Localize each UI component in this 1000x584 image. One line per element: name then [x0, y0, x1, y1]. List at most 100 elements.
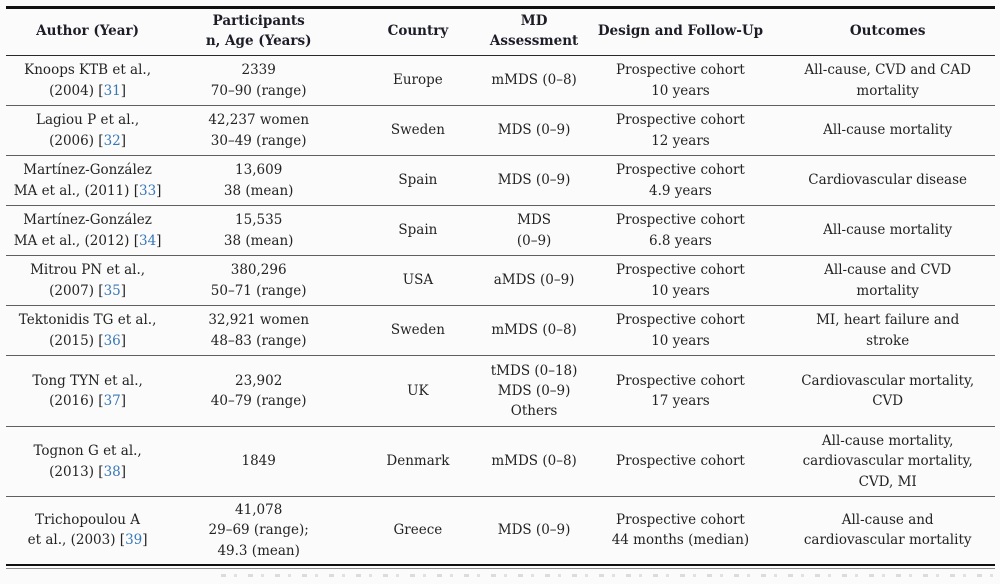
- design-cell: Prospective cohort 10 years: [580, 55, 781, 106]
- citation-bracket-open: [: [98, 282, 104, 299]
- table-row: Tognon G et al., (2013) [38] 1849 Denmar…: [6, 426, 995, 497]
- citation-link[interactable]: 36: [103, 332, 121, 349]
- design-cell: Prospective cohort 44 months (median): [580, 496, 781, 566]
- table-row: Martínez-González MA et al., (2012) [34]…: [6, 205, 995, 256]
- participants-cell: 42,237 women 30–49 (range): [169, 105, 349, 156]
- cutoff-footnote-fragment: [221, 573, 993, 577]
- citation: [35]: [98, 283, 126, 299]
- outcomes-cell: All-cause and CVD mortality: [780, 255, 995, 306]
- author-cell: Lagiou P et al., (2006) [32]: [6, 105, 170, 156]
- citation-bracket-close: ]: [156, 182, 162, 199]
- outcomes-cell: All-cause mortality, cardiovascular mort…: [780, 426, 995, 497]
- outcomes-cell: All-cause mortality: [780, 105, 995, 156]
- md-assessment-cell: MDS (0–9): [487, 105, 581, 156]
- author-text: Lagiou P et al., (2006): [36, 112, 140, 149]
- table-row: Tong TYN et al., (2016) [37] 23,902 40–7…: [6, 355, 995, 427]
- md-assessment-cell: MDS (0–9): [487, 155, 581, 206]
- citation: [33]: [134, 183, 162, 199]
- col-header-participants: Participants n, Age (Years): [169, 7, 349, 56]
- table-row: Trichopoulou A et al., (2003) [39] 41,07…: [6, 496, 995, 566]
- author-text: Trichopoulou A et al., (2003): [27, 512, 140, 549]
- design-cell: Prospective cohort 12 years: [580, 105, 781, 156]
- citation-bracket-close: ]: [120, 82, 127, 99]
- outcomes-cell: Cardiovascular disease: [780, 155, 995, 206]
- citation-bracket-close: ]: [120, 132, 127, 149]
- citation: [36]: [98, 333, 126, 349]
- design-cell: Prospective cohort 6.8 years: [580, 205, 781, 256]
- md-assessment-cell: mMDS (0–8): [487, 426, 581, 497]
- author-cell: Tognon G et al., (2013) [38]: [6, 426, 170, 497]
- citation-link[interactable]: 34: [138, 232, 157, 249]
- country-cell: Greece: [348, 496, 488, 566]
- outcomes-cell: All-cause mortality: [780, 205, 995, 256]
- participants-cell: 13,609 38 (mean): [169, 155, 349, 206]
- citation-bracket-close: ]: [120, 393, 127, 409]
- citation: [37]: [98, 393, 126, 409]
- author-cell: Tektonidis TG et al., (2015) [36]: [6, 305, 170, 356]
- author-text: Tong TYN et al., (2016): [32, 372, 143, 409]
- country-cell: Spain: [348, 205, 488, 256]
- participants-cell: 41,078 29–69 (range); 49.3 (mean): [169, 496, 349, 566]
- table-row: Mitrou PN et al., (2007) [35] 380,296 50…: [6, 255, 995, 306]
- citation: [34]: [134, 233, 162, 249]
- citation-link[interactable]: 32: [103, 132, 121, 149]
- design-cell: Prospective cohort 4.9 years: [580, 155, 781, 206]
- studies-table: Author (Year) Participants n, Age (Years…: [6, 6, 995, 566]
- outcomes-cell: MI, heart failure and stroke: [780, 305, 995, 356]
- citation-link[interactable]: 38: [103, 463, 121, 480]
- design-cell: Prospective cohort 10 years: [580, 255, 781, 306]
- table-row: Martínez-González MA et al., (2011) [33]…: [6, 155, 995, 206]
- citation-bracket-open: [: [98, 82, 104, 99]
- citation-bracket-open: [: [98, 132, 104, 149]
- citation-bracket-open: [: [98, 463, 104, 480]
- citation: [31]: [98, 83, 126, 99]
- country-cell: USA: [348, 255, 488, 306]
- author-text: Tognon G et al., (2013): [33, 443, 142, 480]
- citation-bracket-open: [: [133, 232, 139, 249]
- author-text: Martínez-González MA et al., (2011): [13, 162, 152, 199]
- table-bottom-rule: [6, 567, 995, 569]
- country-cell: UK: [348, 355, 488, 427]
- author-text: Mitrou PN et al., (2007): [30, 262, 146, 299]
- outcomes-cell: All-cause, CVD and CAD mortality: [780, 55, 995, 106]
- participants-cell: 2339 70–90 (range): [169, 55, 349, 106]
- col-header-md-assessment: MD Assessment: [487, 7, 581, 56]
- participants-cell: 32,921 women 48–83 (range): [169, 305, 349, 356]
- citation-bracket-open: [: [119, 532, 126, 549]
- country-cell: Sweden: [348, 105, 488, 156]
- design-cell: Prospective cohort 17 years: [580, 355, 781, 427]
- col-header-country: Country: [348, 7, 488, 56]
- country-cell: Sweden: [348, 305, 488, 356]
- md-assessment-cell: mMDS (0–8): [487, 55, 581, 106]
- citation: [38]: [98, 464, 126, 480]
- citation-link[interactable]: 33: [138, 182, 157, 199]
- citation-bracket-close: ]: [120, 282, 127, 299]
- citation-bracket-close: ]: [156, 232, 162, 249]
- md-assessment-cell: aMDS (0–9): [487, 255, 581, 306]
- citation: [32]: [98, 133, 126, 149]
- citation-bracket-open: [: [98, 332, 104, 349]
- author-text: Martínez-González MA et al., (2012): [13, 212, 152, 249]
- citation-link[interactable]: 39: [125, 532, 143, 549]
- outcomes-cell: All-cause and cardiovascular mortality: [780, 496, 995, 566]
- col-header-author: Author (Year): [6, 7, 170, 56]
- citation-bracket-close: ]: [120, 463, 127, 480]
- md-assessment-cell: MDS (0–9): [487, 205, 581, 256]
- citation-bracket-open: [: [98, 393, 104, 409]
- table-header: Author (Year) Participants n, Age (Years…: [6, 7, 995, 56]
- citation-link[interactable]: 35: [103, 282, 121, 299]
- table-row: Lagiou P et al., (2006) [32] 42,237 wome…: [6, 105, 995, 156]
- author-cell: Trichopoulou A et al., (2003) [39]: [6, 496, 170, 566]
- citation-link[interactable]: 37: [103, 393, 121, 409]
- md-assessment-cell: tMDS (0–18) MDS (0–9) Others: [487, 355, 581, 427]
- author-text: Tektonidis TG et al., (2015): [18, 312, 157, 349]
- author-cell: Tong TYN et al., (2016) [37]: [6, 355, 170, 427]
- country-cell: Spain: [348, 155, 488, 206]
- country-cell: Denmark: [348, 426, 488, 497]
- author-cell: Knoops KTB et al., (2004) [31]: [6, 55, 170, 106]
- country-cell: Europe: [348, 55, 488, 106]
- citation-link[interactable]: 31: [103, 82, 121, 99]
- table-row: Knoops KTB et al., (2004) [31] 2339 70–9…: [6, 55, 995, 106]
- col-header-outcomes: Outcomes: [780, 7, 995, 56]
